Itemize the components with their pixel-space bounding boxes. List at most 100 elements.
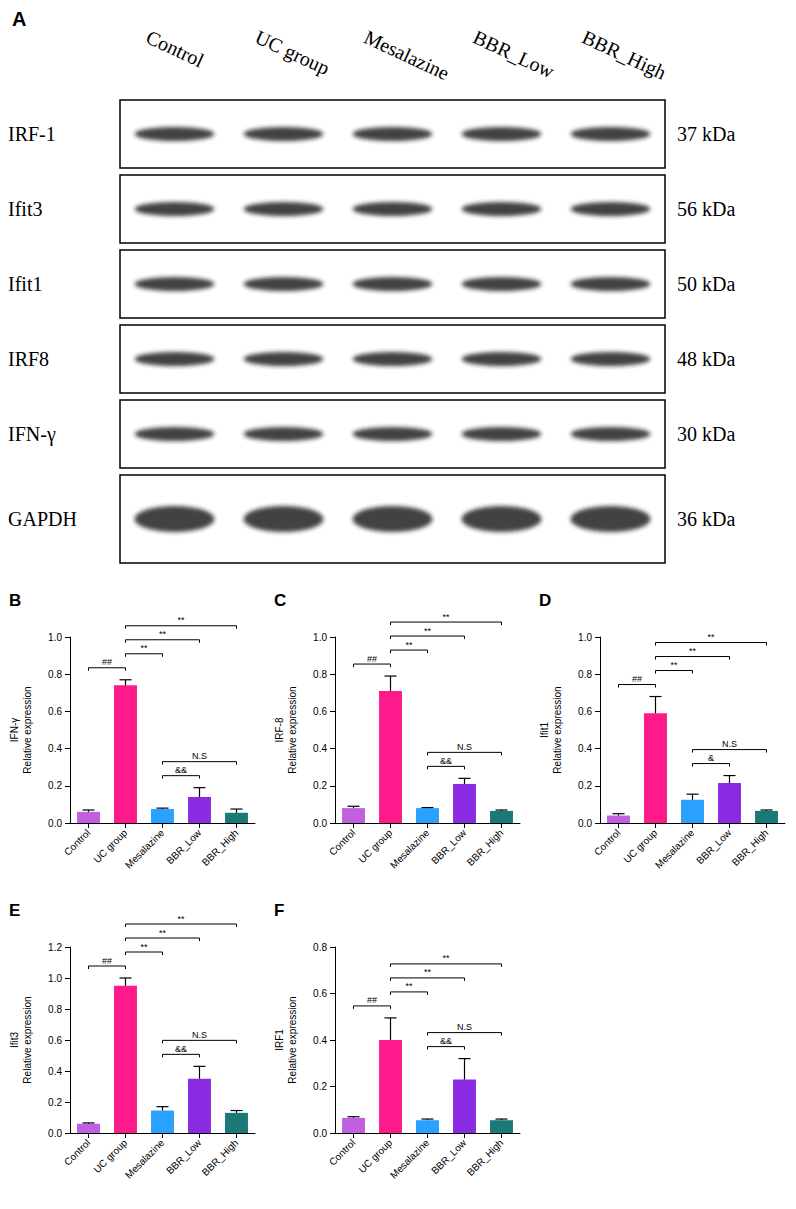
svg-text:**: ** [442,612,450,622]
svg-text:N.S: N.S [192,751,207,761]
svg-text:Control: Control [62,1137,93,1168]
svg-text:Mesalazine: Mesalazine [123,1137,167,1181]
svg-text:**: ** [140,643,148,653]
svg-text:0.4: 0.4 [48,743,62,754]
svg-text:Control: Control [143,26,208,72]
svg-text:UC group: UC group [356,1137,394,1175]
svg-text:B: B [9,591,21,610]
svg-text:0.0: 0.0 [313,1128,327,1139]
svg-text:0.8: 0.8 [313,669,327,680]
svg-text:0.2: 0.2 [313,1081,327,1092]
svg-text:0.6: 0.6 [313,706,327,717]
svg-text:UC group: UC group [91,827,129,865]
svg-text:IRF-8: IRF-8 [274,717,285,742]
svg-text:Ifit3: Ifit3 [9,1032,20,1049]
svg-text:0.8: 0.8 [578,669,592,680]
svg-text:UC group: UC group [91,1137,129,1175]
svg-text:Mesalazine: Mesalazine [388,1137,432,1181]
svg-text:BBR_High: BBR_High [465,1137,506,1178]
svg-text:N.S: N.S [457,742,472,752]
svg-text:BBR_High: BBR_High [465,827,506,868]
svg-text:BBR_Low: BBR_Low [164,1137,204,1177]
svg-text:C: C [274,591,286,610]
svg-text:56 kDa: 56 kDa [677,198,735,220]
svg-text:1.0: 1.0 [313,632,327,643]
svg-text:A: A [12,8,26,30]
svg-text:IFN-γ: IFN-γ [8,423,56,446]
svg-text:**: ** [689,646,697,656]
svg-text:BBR_High: BBR_High [200,827,241,868]
svg-text:**: ** [424,967,432,977]
svg-text:&&: && [175,765,187,775]
svg-text:Relative expression: Relative expression [22,996,33,1083]
svg-text:0.6: 0.6 [578,706,592,717]
svg-text:**: ** [442,953,450,963]
svg-text:**: ** [177,615,185,625]
svg-text:BBR_Low: BBR_Low [470,26,558,83]
svg-text:**: ** [405,640,413,650]
svg-text:**: ** [177,914,185,924]
svg-text:IFN-γ: IFN-γ [9,718,20,742]
svg-text:0.4: 0.4 [313,743,327,754]
svg-text:36 kDa: 36 kDa [677,508,735,530]
svg-text:1.0: 1.0 [48,632,62,643]
svg-text:**: ** [159,928,167,938]
svg-text:Control: Control [327,1137,358,1168]
svg-text:50 kDa: 50 kDa [677,273,735,295]
svg-text:Ifit1: Ifit1 [8,273,42,295]
svg-text:BBR_Low: BBR_Low [429,827,469,867]
svg-text:0.4: 0.4 [313,1035,327,1046]
svg-text:GAPDH: GAPDH [8,508,77,530]
svg-text:IRF-1: IRF-1 [8,123,56,145]
svg-text:0.0: 0.0 [313,818,327,829]
svg-text:1.0: 1.0 [578,632,592,643]
svg-text:0.6: 0.6 [48,1035,62,1046]
svg-text:Ifit1: Ifit1 [539,722,550,739]
svg-text:Mesalazine: Mesalazine [388,827,432,871]
svg-text:0.0: 0.0 [48,1128,62,1139]
svg-text:0.2: 0.2 [313,780,327,791]
svg-text:&&: && [440,756,452,766]
svg-text:0.6: 0.6 [313,988,327,999]
svg-text:**: ** [159,629,167,639]
svg-text:&&: && [175,1044,187,1054]
svg-text:Control: Control [327,827,358,858]
svg-text:Mesalazine: Mesalazine [653,827,697,871]
svg-text:##: ## [367,995,377,1005]
svg-text:UC group: UC group [251,26,333,80]
svg-text:BBR_High: BBR_High [578,26,669,85]
svg-text:UC group: UC group [621,827,659,865]
svg-text:0.8: 0.8 [48,1004,62,1015]
svg-text:30 kDa: 30 kDa [677,423,735,445]
svg-text:0.6: 0.6 [48,706,62,717]
svg-text:&: & [708,753,714,763]
svg-text:UC group: UC group [356,827,394,865]
svg-text:Ifit3: Ifit3 [8,198,42,220]
svg-text:IRF1: IRF1 [274,1029,285,1051]
svg-text:D: D [539,591,551,610]
svg-text:Relative expression: Relative expression [552,686,563,773]
svg-text:Control: Control [62,827,93,858]
svg-text:0.2: 0.2 [48,1097,62,1108]
svg-text:48 kDa: 48 kDa [677,348,735,370]
svg-text:37 kDa: 37 kDa [677,123,735,145]
svg-text:0.0: 0.0 [48,818,62,829]
svg-text:0.2: 0.2 [48,780,62,791]
svg-text:##: ## [367,654,377,664]
svg-text:IRF8: IRF8 [8,348,49,370]
svg-text:E: E [9,901,20,920]
svg-text:0.2: 0.2 [578,780,592,791]
svg-text:0.4: 0.4 [578,743,592,754]
svg-text:BBR_Low: BBR_Low [694,827,734,867]
svg-text:BBR_Low: BBR_Low [164,827,204,867]
svg-text:**: ** [424,626,432,636]
svg-text:##: ## [102,657,112,667]
svg-text:Mesalazine: Mesalazine [123,827,167,871]
svg-text:0.8: 0.8 [48,669,62,680]
svg-text:0.4: 0.4 [48,1066,62,1077]
svg-text:Relative expression: Relative expression [287,686,298,773]
svg-text:**: ** [140,942,148,952]
svg-text:1.0: 1.0 [48,973,62,984]
svg-text:**: ** [670,660,678,670]
svg-text:0.0: 0.0 [578,818,592,829]
